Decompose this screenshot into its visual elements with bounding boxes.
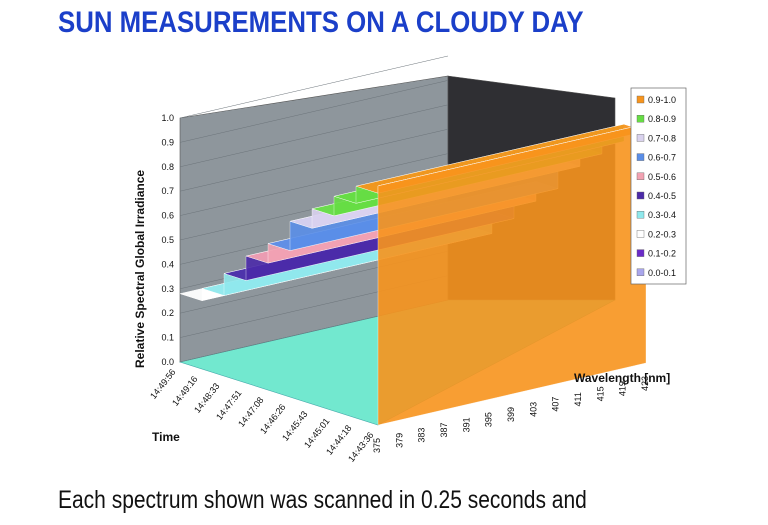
gridline — [179, 153, 449, 216]
x-tick-label: 379 — [394, 433, 404, 448]
time-tick-label: 14:48:33 — [192, 381, 221, 415]
y-axis-ticks: 0.0 0.1 0.2 0.3 0.4 0.5 0.6 0.7 0.8 0.9 1.0 — [161, 113, 174, 367]
legend-swatch — [636, 153, 645, 161]
legend-swatch — [636, 191, 645, 200]
time-tick-label: 14:44:18 — [324, 423, 353, 457]
x-axis-title: Wavelength [nm] — [574, 371, 670, 385]
legend-swatch — [636, 172, 645, 181]
y-tick-label: 1.0 — [161, 113, 174, 123]
x-tick-label: 423 — [640, 376, 650, 391]
y-tick-label: 0.4 — [161, 259, 174, 269]
x-axis-ticks: 375 379 383 387 391 395 399 403 407 411 415 419 423 — [372, 376, 650, 453]
y-tick-label: 0.8 — [161, 162, 174, 172]
time-tick-label: 14:45:01 — [302, 416, 331, 450]
legend-label: 0.8-0.9 — [648, 114, 676, 124]
surface-chart: 0.0 0.1 0.2 0.3 0.4 0.5 0.6 0.7 0.8 0.9 1.0 375 379… — [133, 55, 687, 464]
x-tick-label: 407 — [551, 397, 561, 412]
y-tick-label: 0.9 — [161, 137, 174, 147]
x-tick-label: 375 — [372, 438, 382, 453]
time-tick-label: 14:47:51 — [214, 388, 243, 422]
legend-swatch — [636, 210, 645, 219]
legend-swatch — [636, 114, 645, 123]
legend-swatch — [636, 134, 645, 142]
x-tick-label: 391 — [461, 417, 471, 432]
x-tick-label: 411 — [573, 392, 583, 406]
x-tick-label: 399 — [506, 407, 516, 422]
x-tick-label: 387 — [439, 422, 449, 437]
legend-swatch — [636, 268, 645, 276]
gridline — [179, 128, 449, 192]
x-tick-label: 415 — [595, 386, 605, 401]
y-tick-label: 0.7 — [161, 186, 174, 196]
time-axis-title: Time — [152, 430, 180, 444]
legend-label: 0.4-0.5 — [648, 191, 676, 201]
legend: 0.9-1.0 0.8-0.9 0.7-0.8 0.6-0.7 0.5-0.6 0.4-0… — [630, 87, 687, 285]
legend-label: 0.9-1.0 — [648, 95, 676, 105]
y-tick-label: 0.0 — [161, 357, 174, 367]
y-tick-label: 0.2 — [161, 308, 174, 318]
time-tick-label: 14:49:56 — [148, 367, 177, 401]
y-tick-label: 0.5 — [161, 235, 174, 245]
y-tick-label: 0.6 — [161, 211, 174, 221]
surface-band-riser — [377, 123, 647, 426]
legend-swatch — [636, 230, 645, 238]
page-title: SUN MEASUREMENTS ON A CLOUDY DAY — [58, 6, 584, 39]
x-tick-label: 383 — [417, 428, 427, 443]
gridline — [179, 55, 449, 119]
legend-label: 0.5-0.6 — [648, 172, 676, 182]
legend-label: 0.1-0.2 — [648, 249, 676, 259]
caption-text: Each spectrum shown was scanned in 0.25 … — [58, 486, 587, 514]
time-tick-label: 14:47:08 — [236, 395, 265, 429]
time-tick-label: 14:49:16 — [170, 374, 199, 408]
legend-label: 0.2-0.3 — [648, 229, 676, 239]
legend-swatch — [636, 249, 645, 257]
x-tick-label: 403 — [528, 402, 538, 417]
x-tick-label: 395 — [484, 412, 494, 427]
gridline — [179, 80, 449, 143]
x-tick-label: 419 — [618, 381, 628, 396]
legend-swatch — [636, 95, 645, 104]
time-tick-label: 14:46:26 — [258, 402, 287, 436]
legend-label: 0.6-0.7 — [648, 153, 676, 163]
legend-label: 0.3-0.4 — [648, 210, 676, 220]
y-axis-title: Relative Spectral Global Irradiance — [133, 170, 147, 368]
y-tick-label: 0.1 — [161, 333, 174, 343]
legend-label: 0.0-0.1 — [648, 268, 676, 278]
y-tick-label: 0.3 — [161, 284, 174, 294]
legend-label: 0.7-0.8 — [648, 133, 676, 143]
surface-bands — [179, 123, 647, 426]
time-tick-label: 14:45:43 — [280, 409, 309, 443]
gridline — [179, 104, 449, 168]
